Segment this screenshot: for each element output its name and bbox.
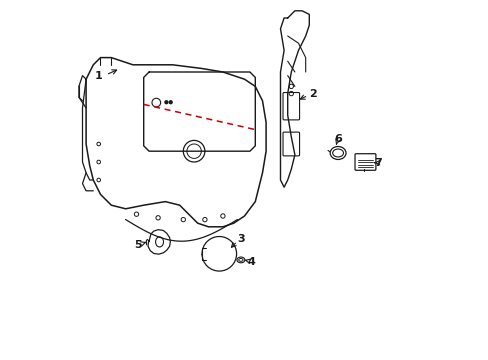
Text: 1: 1 bbox=[95, 71, 102, 81]
Text: 3: 3 bbox=[237, 234, 244, 244]
Text: 5: 5 bbox=[134, 240, 142, 250]
Text: 4: 4 bbox=[247, 257, 255, 267]
Text: 2: 2 bbox=[308, 89, 316, 99]
Circle shape bbox=[169, 101, 172, 104]
Text: 7: 7 bbox=[373, 158, 381, 168]
Circle shape bbox=[164, 101, 167, 104]
Text: 6: 6 bbox=[333, 134, 341, 144]
